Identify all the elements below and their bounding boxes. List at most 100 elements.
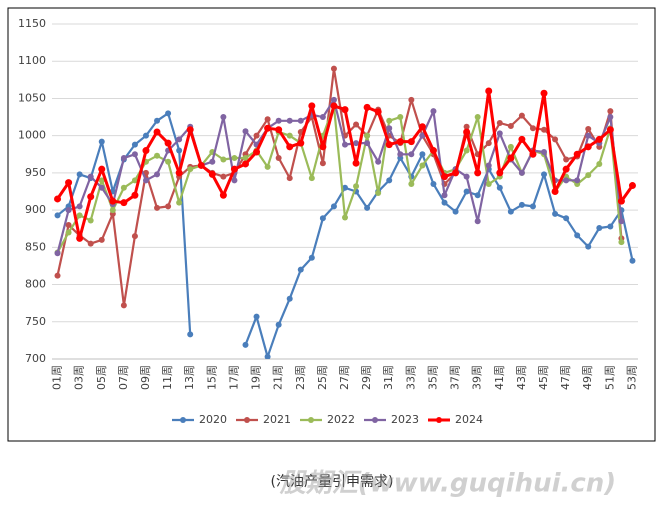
data-point	[219, 191, 227, 199]
watermark: 股期汇(www.guqihui.cn)	[279, 469, 616, 499]
legend-label: 2024	[455, 413, 483, 426]
data-point	[154, 171, 161, 178]
data-point	[551, 188, 559, 195]
data-point	[596, 160, 603, 167]
data-point	[507, 154, 515, 162]
data-point	[142, 177, 149, 184]
data-point	[463, 173, 470, 180]
x-tick-label: 11周	[161, 365, 174, 390]
data-point	[518, 169, 525, 176]
data-point	[552, 136, 559, 143]
data-point	[242, 155, 249, 161]
data-point	[319, 114, 326, 121]
data-point	[242, 341, 249, 348]
data-point	[297, 139, 305, 147]
data-point	[441, 192, 448, 199]
legend-marker	[308, 417, 314, 423]
data-point	[607, 114, 614, 121]
x-tick-label: 49周	[581, 365, 594, 390]
data-point	[474, 192, 481, 199]
y-tick-label: 1050	[18, 91, 46, 104]
data-point	[353, 140, 360, 147]
x-tick-label: 01周	[51, 365, 64, 390]
data-point	[319, 215, 326, 222]
data-point	[541, 171, 548, 178]
data-point	[297, 117, 304, 124]
data-point	[573, 150, 581, 158]
data-point	[452, 169, 460, 177]
data-point	[529, 125, 536, 132]
data-point	[353, 183, 360, 190]
data-point	[330, 96, 337, 103]
data-point	[187, 331, 194, 338]
data-point	[308, 102, 316, 110]
data-point	[607, 223, 614, 230]
data-point	[485, 140, 492, 147]
data-point	[364, 140, 371, 147]
x-tick-label: 09周	[139, 365, 152, 390]
data-point	[419, 132, 426, 139]
data-point	[430, 108, 437, 115]
legend-item: 2021	[236, 413, 291, 426]
x-tick-label: 19周	[250, 365, 263, 390]
data-point	[120, 199, 128, 207]
legend-label: 2021	[263, 413, 291, 426]
x-tick-label: 27周	[338, 365, 351, 390]
data-point	[76, 234, 84, 242]
x-tick-label: 43周	[515, 365, 528, 390]
data-point	[54, 272, 61, 279]
data-point	[463, 188, 470, 195]
y-tick-label: 850	[25, 240, 46, 253]
data-point	[308, 175, 315, 182]
data-point	[98, 236, 105, 243]
data-point	[485, 162, 492, 169]
data-point	[98, 177, 105, 184]
data-point	[596, 224, 603, 231]
x-tick-label: 39周	[471, 365, 484, 390]
data-point	[87, 173, 94, 180]
x-tick-label: 15周	[205, 365, 218, 390]
data-point	[518, 135, 526, 143]
data-point	[175, 169, 183, 177]
data-point	[65, 222, 72, 228]
data-point	[54, 250, 61, 257]
data-point	[574, 177, 581, 184]
data-point	[98, 165, 106, 173]
data-point	[120, 155, 127, 161]
data-point	[375, 189, 382, 196]
data-point	[552, 210, 559, 217]
data-point	[230, 165, 238, 173]
data-point	[154, 117, 161, 124]
data-point	[507, 122, 514, 129]
data-point	[131, 233, 138, 240]
data-point	[595, 135, 603, 143]
data-point	[65, 229, 72, 236]
data-point	[496, 169, 504, 177]
series-line	[56, 98, 623, 254]
data-point	[76, 203, 83, 210]
data-point	[607, 108, 614, 115]
data-point	[617, 197, 625, 205]
data-point	[364, 132, 371, 139]
data-point	[585, 243, 592, 250]
data-point	[618, 218, 625, 225]
data-point	[429, 147, 437, 155]
legend-marker	[372, 417, 378, 423]
legend-label: 2020	[199, 413, 227, 426]
data-point	[264, 124, 272, 132]
y-tick-label: 1150	[18, 17, 46, 30]
legend-marker	[244, 417, 250, 423]
data-point	[352, 159, 360, 167]
data-point	[187, 166, 194, 173]
data-point	[131, 151, 138, 158]
legend-item: 2020	[172, 413, 227, 426]
data-point	[418, 123, 426, 131]
x-tick-label: 07周	[117, 365, 130, 390]
data-point	[375, 158, 382, 165]
data-point	[386, 117, 393, 124]
data-point	[165, 158, 172, 165]
x-tick-label: 35周	[426, 365, 439, 390]
data-point	[197, 161, 205, 169]
x-tick-label: 25周	[316, 365, 329, 390]
data-point	[341, 106, 349, 114]
